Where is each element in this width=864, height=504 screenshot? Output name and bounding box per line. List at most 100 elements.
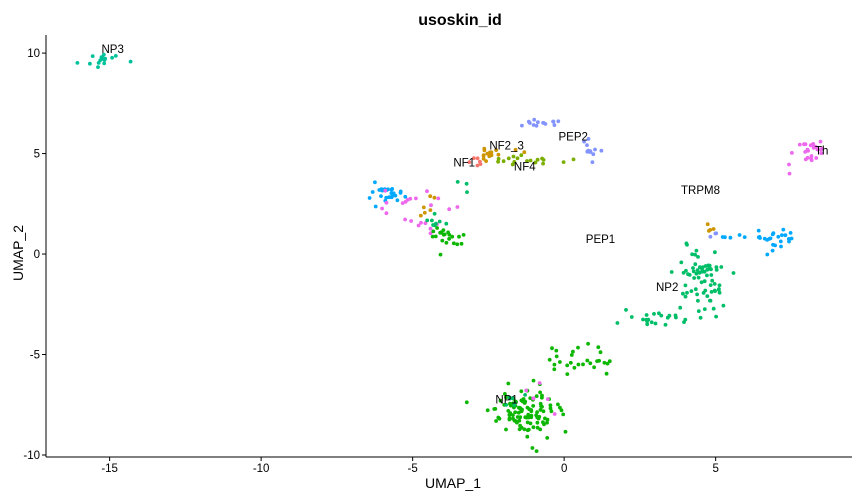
scatter-point [576, 345, 580, 350]
cluster-label: NF2_3 [489, 141, 524, 153]
scatter-point [508, 403, 513, 408]
scatter-point [809, 156, 814, 161]
scatter-point [531, 404, 536, 408]
scatter-point [687, 273, 692, 277]
scatter-point [565, 363, 570, 368]
scatter-point [710, 278, 715, 283]
scatter-point [561, 160, 566, 165]
scatter-point [423, 221, 428, 226]
scatter-point [446, 230, 450, 235]
scatter-point [685, 290, 689, 295]
scatter-point [421, 205, 426, 210]
scatter-point [430, 218, 434, 223]
scatter-point [528, 421, 533, 426]
scatter-point [598, 350, 603, 355]
scatter-point [370, 190, 375, 194]
scatter-point [75, 61, 80, 65]
scatter-point [498, 398, 503, 403]
scatter-point [393, 193, 398, 198]
scatter-point [519, 153, 524, 158]
cluster-label: NP2 [656, 282, 678, 294]
scatter-point [530, 446, 535, 450]
scatter-point [457, 234, 461, 239]
scatter-point [802, 142, 806, 147]
scatter-point [380, 206, 384, 211]
scatter-point [90, 54, 95, 58]
scatter-point [593, 147, 597, 152]
scatter-point [716, 287, 721, 292]
scatter-point [778, 239, 783, 244]
scatter-point [535, 420, 540, 425]
scatter-point [403, 194, 408, 199]
scatter-point [431, 223, 435, 227]
scatter-point [496, 152, 501, 157]
scatter-point [602, 360, 607, 365]
scatter-point [511, 416, 515, 421]
scatter-point [503, 392, 507, 396]
cluster-labels: NP3 NF2_3 PEP2 NF1 NF4 Th TRPM8 PEP1 NP2 NP1 [102, 44, 829, 407]
scatter-point [571, 349, 575, 354]
scatter-point [110, 55, 114, 60]
x-tick-label: -15 [101, 463, 118, 475]
data-points [75, 52, 824, 453]
scatter-point [541, 409, 546, 414]
scatter-point [699, 280, 704, 285]
scatter-point [765, 252, 770, 257]
scatter-point [528, 396, 533, 400]
scatter-point [485, 408, 490, 413]
scatter-point [615, 321, 620, 325]
scatter-point [481, 156, 486, 161]
x-axis-title: UMAP_1 [425, 475, 481, 491]
scatter-point [510, 162, 515, 167]
scatter-point [534, 449, 539, 453]
scatter-point [711, 306, 716, 311]
scatter-point [526, 119, 531, 124]
scatter-point [523, 393, 527, 397]
scatter-point [709, 290, 714, 294]
scatter-point [605, 361, 610, 366]
scatter-point [698, 315, 703, 320]
scatter-point [128, 59, 133, 64]
scatter-point [444, 221, 449, 226]
scatter-point [543, 416, 547, 421]
scatter-point [377, 188, 382, 192]
scatter-point [681, 270, 686, 275]
scatter-point [607, 359, 612, 364]
scatter-point [441, 228, 446, 233]
scatter-point [684, 241, 689, 246]
scatter-point [482, 148, 487, 153]
scatter-point [599, 148, 604, 153]
scatter-point [590, 160, 595, 165]
scatter-point [537, 381, 542, 385]
scatter-point [681, 291, 685, 296]
scatter-point [520, 408, 524, 412]
scatter-point [383, 188, 388, 193]
scatter-point [773, 243, 777, 248]
scatter-point [384, 200, 389, 205]
scatter-point [737, 233, 742, 237]
scatter-point [585, 143, 589, 148]
scatter-point [696, 309, 701, 313]
scatter-point [507, 417, 512, 422]
scatter-point [762, 236, 767, 241]
scatter-point [554, 354, 559, 359]
scatter-point [691, 266, 695, 270]
scatter-point [693, 262, 698, 267]
scatter-point [742, 235, 747, 240]
scatter-point [384, 195, 389, 200]
scatter-point [645, 322, 650, 327]
scatter-point [418, 213, 423, 218]
scatter-point [504, 395, 508, 400]
scatter-point [96, 61, 101, 65]
scatter-point [682, 320, 686, 324]
scatter-point [467, 160, 472, 165]
scatter-point [526, 415, 531, 420]
scatter-point [373, 204, 378, 209]
scatter-point [538, 408, 543, 412]
scatter-point [461, 233, 466, 237]
scatter-point [511, 154, 516, 159]
scatter-point [713, 250, 717, 255]
y-tick-label: -5 [30, 350, 40, 362]
scatter-point [693, 287, 698, 292]
scatter-point [624, 308, 628, 312]
